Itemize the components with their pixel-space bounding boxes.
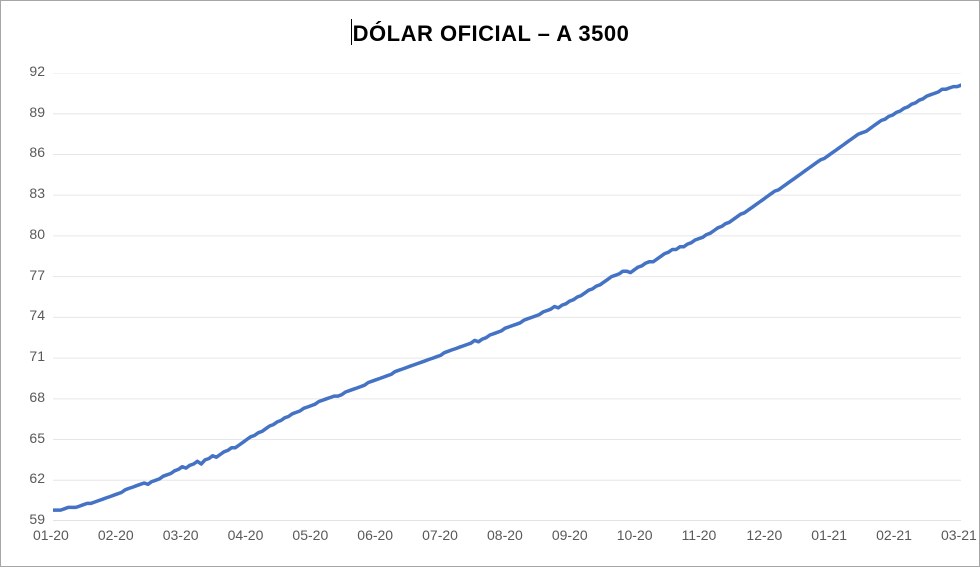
y-tick-label: 80 [29,226,45,242]
y-tick-label: 65 [29,430,45,446]
y-tick-label: 77 [29,267,45,283]
x-tick-label: 01-20 [33,527,69,543]
chart-title: DÓLAR OFICIAL – A 3500 [1,19,979,47]
y-tick-label: 74 [29,307,45,323]
y-tick-label: 86 [29,144,45,160]
y-tick-label: 92 [29,63,45,79]
y-tick-label: 62 [29,470,45,486]
x-tick-label: 03-21 [941,527,977,543]
x-tick-label: 04-20 [228,527,264,543]
chart-title-text: DÓLAR OFICIAL – A 3500 [353,21,630,46]
plot-area: 59626568717477808386899201-2002-2003-200… [53,73,961,521]
x-tick-label: 09-20 [552,527,588,543]
x-tick-label: 10-20 [617,527,653,543]
x-tick-label: 02-20 [98,527,134,543]
x-tick-label: 11-20 [682,527,717,543]
x-tick-label: 03-20 [163,527,199,543]
y-tick-label: 68 [29,389,45,405]
y-tick-label: 71 [29,348,45,364]
y-tick-label: 83 [29,185,45,201]
chart-container: DÓLAR OFICIAL – A 3500 59626568717477808… [0,0,980,567]
plot-svg [53,73,961,521]
x-tick-label: 05-20 [292,527,328,543]
x-tick-label: 07-20 [422,527,458,543]
y-tick-label: 59 [29,511,45,527]
x-tick-label: 02-21 [876,527,912,543]
series-line [53,85,961,510]
x-tick-label: 06-20 [357,527,393,543]
y-tick-label: 89 [29,104,45,120]
x-tick-label: 01-21 [811,527,847,543]
text-caret [351,19,352,45]
x-tick-label: 12-20 [746,527,782,543]
x-tick-label: 08-20 [487,527,523,543]
